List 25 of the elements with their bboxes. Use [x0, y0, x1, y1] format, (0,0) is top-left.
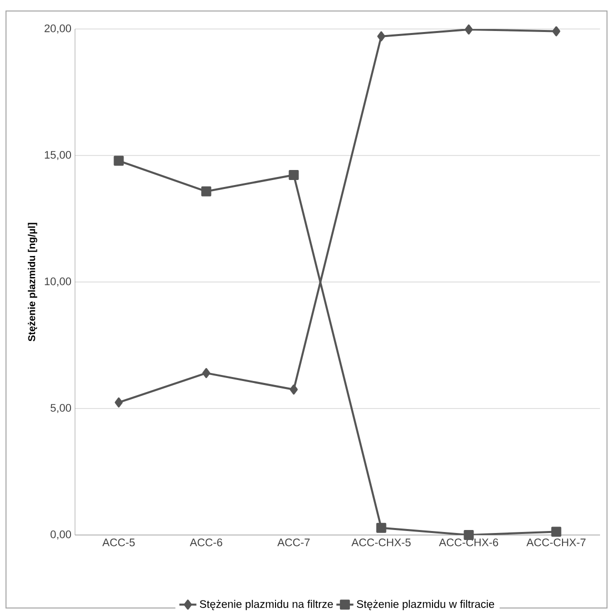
- y-axis-title: Stężenie plazmidu [ng/µl]: [28, 222, 38, 342]
- x-tick-label: ACC-CHX-6: [438, 538, 498, 546]
- point: [376, 522, 386, 533]
- x-tick-label: ACC-CHX-5: [351, 538, 411, 546]
- y-tick-label: 5,00: [50, 404, 72, 414]
- y-tick-label: 15,00: [44, 150, 72, 160]
- point: [551, 526, 562, 537]
- y-tick-label: 20,00: [44, 24, 72, 34]
- point: [114, 397, 123, 408]
- point: [290, 384, 298, 395]
- x-tick-label: ACC-6: [190, 538, 222, 546]
- y-tick-label: 0,00: [50, 530, 72, 540]
- point: [552, 26, 560, 36]
- point: [288, 170, 299, 180]
- y-tick-label: 10,00: [44, 277, 72, 287]
- point: [201, 186, 212, 196]
- point: [114, 156, 124, 166]
- x-tick-label: ACC-CHX-7: [526, 538, 586, 546]
- legend-label: Stężenie plazmidu w filtracie: [356, 600, 494, 610]
- legend-label: Stężenie plazmidu na filtrze: [200, 600, 333, 610]
- point: [464, 24, 473, 34]
- point: [377, 31, 386, 42]
- point: [202, 368, 210, 378]
- x-tick-label: ACC-7: [277, 538, 310, 546]
- x-tick-label: ACC-5: [102, 538, 135, 546]
